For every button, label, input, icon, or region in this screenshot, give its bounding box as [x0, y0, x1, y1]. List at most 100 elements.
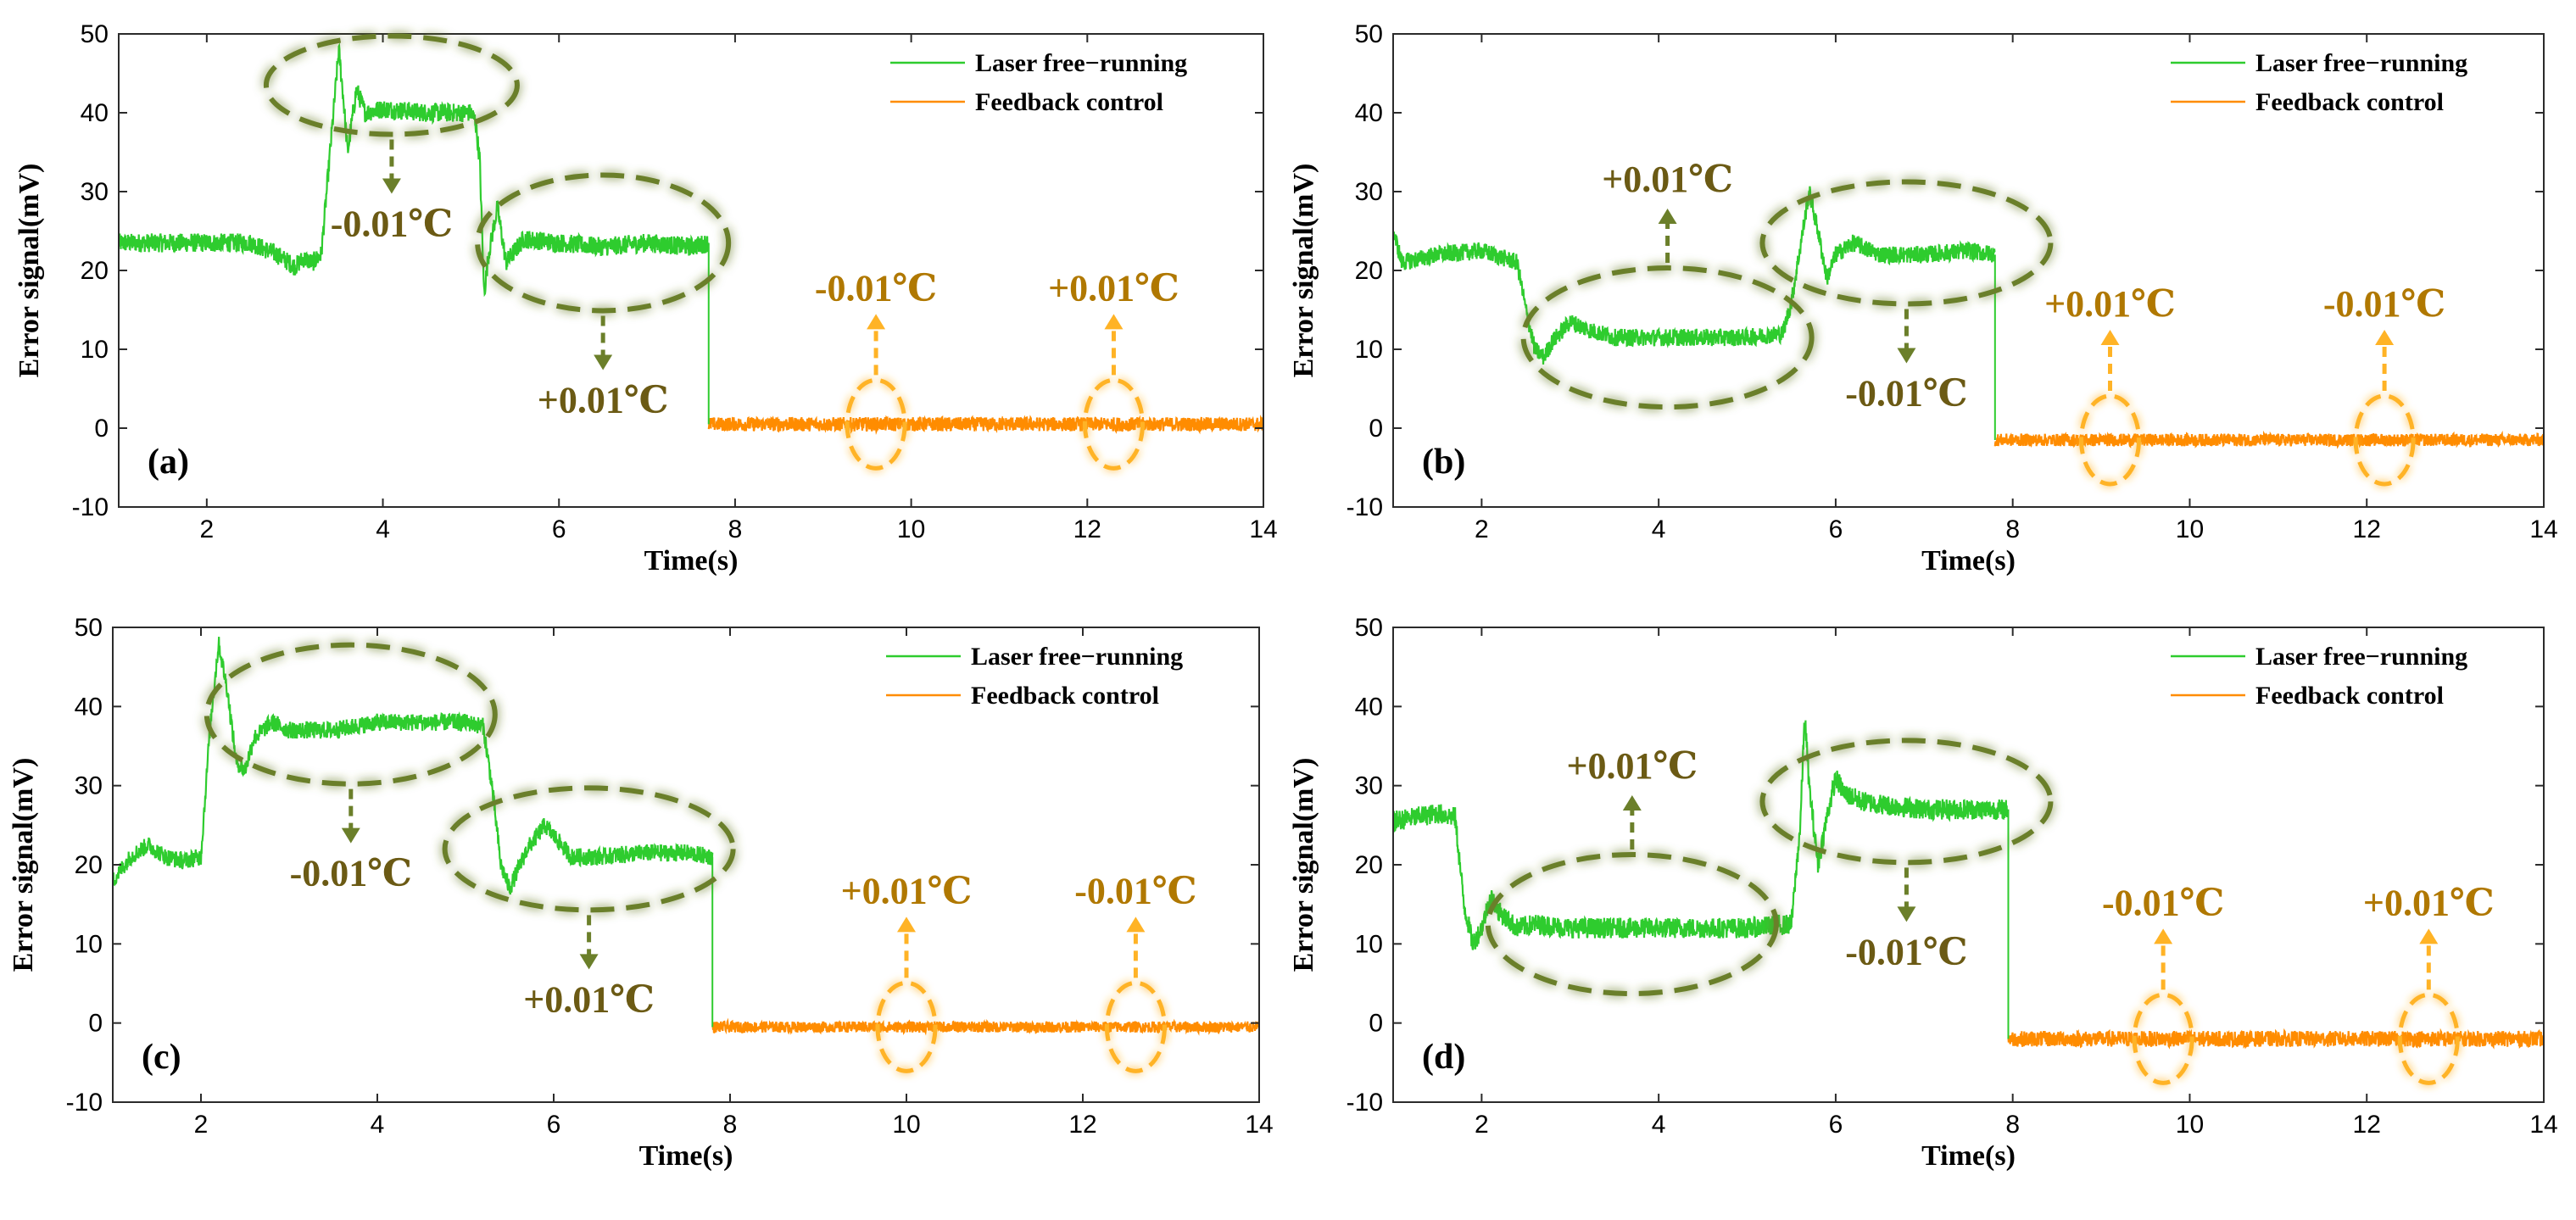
- x-tick-label: 10: [897, 515, 925, 543]
- legend-entry: Feedback control: [975, 88, 1163, 116]
- x-tick-label: 8: [723, 1111, 738, 1139]
- x-axis-label: Time(s): [1921, 545, 2016, 577]
- x-tick-label: 2: [1475, 515, 1489, 543]
- panel-label: (a): [148, 443, 189, 482]
- series-line-feedback: [1993, 430, 2544, 449]
- y-tick-label: 10: [81, 336, 109, 364]
- annotation-free: -0.01℃: [1759, 179, 2054, 414]
- y-tick-label: 50: [81, 20, 109, 48]
- annotation-feedback: -0.01℃: [815, 267, 937, 471]
- legend-entry: Feedback control: [2255, 682, 2444, 710]
- annotation-label: -0.01℃: [290, 853, 412, 894]
- highlight-ellipse: [442, 785, 736, 913]
- arrow-head-icon: [1897, 348, 1916, 364]
- legend-entry: Feedback control: [971, 682, 1159, 710]
- arrow-head-icon: [594, 354, 613, 370]
- highlight-ellipse: [1759, 179, 2054, 307]
- y-tick-label: 0: [88, 1010, 103, 1038]
- annotation-label: +0.01℃: [1602, 159, 1733, 200]
- x-tick-label: 10: [2176, 1111, 2204, 1139]
- x-tick-label: 6: [1829, 1111, 1843, 1139]
- y-tick-label: 40: [1355, 693, 1383, 721]
- arrow-head-icon: [2100, 329, 2120, 345]
- chart-panel-1: 2 4 6 8 10 12 14 -10 0 10 20 30 40 50 Time(s) Error sig…: [14, 20, 1278, 577]
- chart-panel-3: 2 4 6 8 10 12 14 -10 0 10 20 30 40 50 Time(s) Error sig…: [8, 614, 1274, 1172]
- y-tick-label: 20: [1355, 851, 1383, 879]
- annotation-free: +0.01℃: [1520, 159, 1815, 410]
- annotation-label: +0.01℃: [2363, 882, 2495, 923]
- x-tick-label: 12: [2353, 1111, 2381, 1139]
- y-tick-label: 30: [81, 178, 109, 206]
- annotation-label: -0.01℃: [1074, 870, 1196, 911]
- x-tick-label: 14: [2529, 1111, 2557, 1139]
- x-tick-label: 2: [1475, 1111, 1489, 1139]
- y-tick-label: 20: [81, 257, 109, 285]
- x-tick-label: 4: [1652, 515, 1666, 543]
- annotation-label: -0.01℃: [1845, 372, 1967, 414]
- legend-entry: Laser free−running: [2255, 49, 2467, 77]
- x-axis-label: Time(s): [1921, 1140, 2016, 1172]
- arrow-head-icon: [867, 314, 886, 330]
- arrow-head-icon: [2154, 928, 2173, 944]
- y-tick-label: 40: [1355, 99, 1383, 127]
- series-line-free-running: [1393, 186, 1996, 365]
- x-tick-label: 14: [1245, 1111, 1273, 1139]
- series-line-free-running: [113, 637, 714, 895]
- x-tick-label: 14: [2529, 515, 2557, 543]
- legend-entry: Laser free−running: [975, 49, 1187, 77]
- x-tick-label: 4: [1652, 1111, 1666, 1139]
- highlight-ellipse: [2132, 992, 2194, 1085]
- y-tick-label: 10: [1355, 336, 1383, 364]
- x-tick-label: 4: [371, 1111, 385, 1139]
- annotation-feedback: -0.01℃: [1074, 870, 1197, 1073]
- annotation-feedback: +0.01℃: [1048, 267, 1179, 471]
- highlight-ellipse: [2079, 393, 2142, 487]
- series-line-free-running: [119, 42, 710, 298]
- chart-panel-2: 2 4 6 8 10 12 14 -10 0 10 20 30 40 50 Time(s) Error sig…: [1288, 20, 2558, 577]
- x-tick-label: 14: [1249, 515, 1277, 543]
- arrow-head-icon: [1897, 906, 1916, 922]
- highlight-ellipse: [1759, 738, 2054, 866]
- arrow-head-icon: [2375, 329, 2395, 345]
- highlight-ellipse: [2353, 393, 2416, 487]
- annotation-label: -0.01℃: [815, 267, 937, 309]
- annotation-feedback: +0.01℃: [841, 870, 973, 1073]
- highlight-ellipse: [2397, 992, 2460, 1085]
- x-tick-label: 8: [2005, 1111, 2020, 1139]
- y-tick-label: 20: [1355, 257, 1383, 285]
- annotation-free: +0.01℃: [442, 785, 736, 1020]
- highlight-ellipse: [1104, 980, 1167, 1073]
- annotation-free: -0.01℃: [1759, 738, 2054, 972]
- x-tick-label: 2: [200, 515, 215, 543]
- annotation-free: +0.01℃: [1485, 745, 1779, 996]
- series-line-free-running: [1393, 720, 2010, 950]
- y-tick-label: 0: [94, 415, 109, 443]
- arrow-head-icon: [1104, 314, 1124, 330]
- arrow-head-icon: [382, 178, 401, 194]
- annotation-label: +0.01℃: [841, 870, 973, 911]
- arrow-head-icon: [1622, 795, 1642, 811]
- y-tick-label: 40: [75, 693, 103, 721]
- annotation-free: -0.01℃: [204, 642, 498, 894]
- y-axis-label: Error signal(mV): [8, 758, 39, 972]
- panel-label: (c): [142, 1038, 181, 1077]
- highlight-ellipse: [845, 377, 907, 471]
- highlight-ellipse: [263, 33, 520, 137]
- annotation-label: -0.01℃: [2323, 283, 2445, 325]
- x-tick-label: 10: [892, 1111, 920, 1139]
- highlight-ellipse: [1485, 852, 1779, 996]
- annotation-label: +0.01℃: [538, 379, 669, 421]
- x-axis-label: Time(s): [644, 545, 739, 577]
- annotation-label: +0.01℃: [1048, 267, 1179, 309]
- annotation-label: +0.01℃: [523, 978, 655, 1020]
- annotation-label: -0.01℃: [2102, 882, 2224, 923]
- x-tick-label: 4: [376, 515, 390, 543]
- x-tick-label: 2: [194, 1111, 209, 1139]
- chart-panel-4: 2 4 6 8 10 12 14 -10 0 10 20 30 40 50 Time(s) Error sig…: [1288, 614, 2558, 1172]
- y-tick-label: 10: [1355, 930, 1383, 958]
- legend-entry: Laser free−running: [2255, 643, 2467, 671]
- x-tick-label: 8: [728, 515, 743, 543]
- series-line-feedback: [2007, 1028, 2544, 1050]
- y-tick-label: 30: [75, 772, 103, 800]
